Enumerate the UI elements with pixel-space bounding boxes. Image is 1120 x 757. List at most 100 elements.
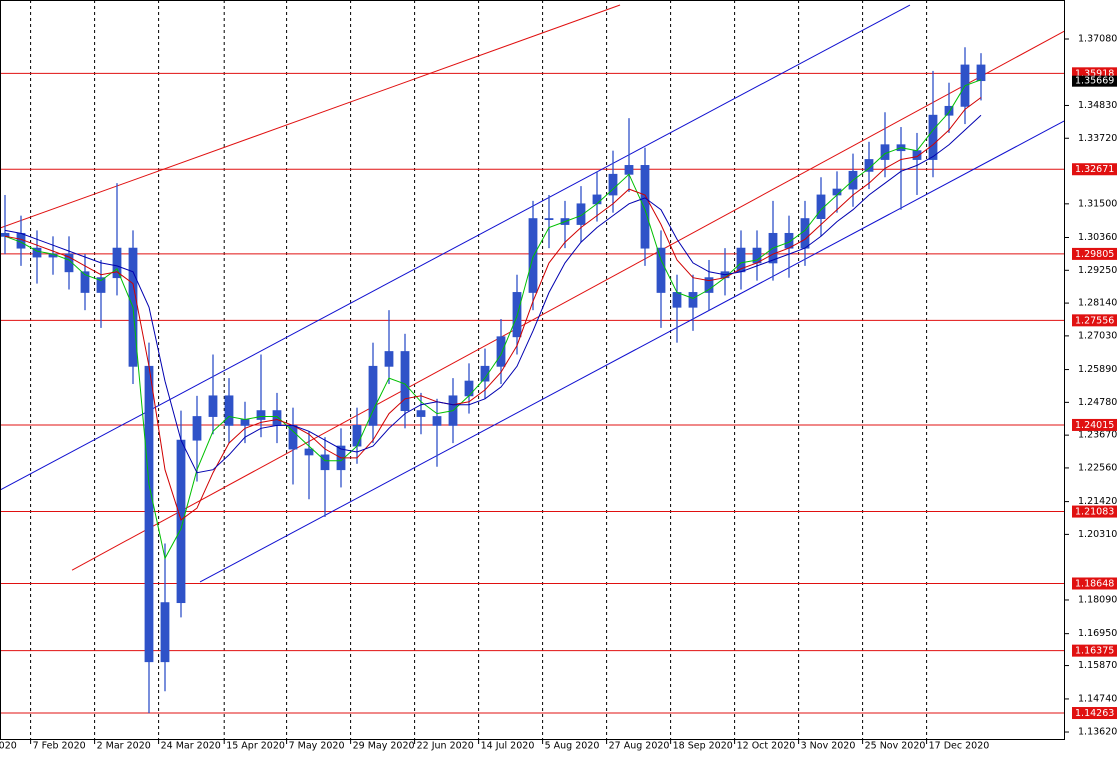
candle-body (704, 277, 714, 293)
candle-body (784, 232, 794, 249)
x-tick-label: 3 Nov 2020 (801, 741, 856, 752)
moving-average (4, 97, 982, 521)
candle-body (864, 159, 874, 172)
y-tick-label: 1.21420 (1078, 496, 1117, 507)
x-tick-label: 7 May 2020 (289, 741, 345, 752)
x-tick-label: 15 Apr 2020 (226, 741, 285, 752)
level-label: 1.16375 (1075, 646, 1114, 657)
candle-body (656, 247, 666, 293)
y-tick-label: 1.14740 (1078, 693, 1117, 704)
candle-body (400, 351, 410, 412)
moving-average (4, 79, 982, 560)
y-tick-label: 1.16950 (1078, 628, 1117, 639)
level-label-box (1072, 163, 1117, 176)
level-label: 1.14263 (1075, 708, 1114, 719)
level-label: 1.18648 (1075, 578, 1114, 589)
candle-body (432, 416, 442, 426)
y-tick-label: 1.24780 (1078, 397, 1117, 408)
y-tick-label: 1.30360 (1078, 232, 1117, 243)
y-tick-label: 1.18090 (1078, 594, 1117, 605)
level-label-box (1072, 314, 1117, 327)
x-tick-label: 17 Dec 2020 (929, 741, 990, 752)
x-tick-label: 22 Jun 2020 (417, 741, 474, 752)
x-tick-label: 7 Feb 2020 (33, 741, 86, 752)
trend-line (71, 30, 1065, 571)
candle-body (688, 292, 698, 308)
candle-body (928, 114, 938, 160)
plot-area (0, 0, 1065, 740)
candle-body (352, 424, 362, 447)
y-tick-label: 1.28140 (1078, 298, 1117, 309)
trend-line (0, 4, 621, 229)
candle-body (384, 351, 394, 367)
level-label-box (1072, 505, 1117, 518)
candle-body (0, 232, 10, 237)
candle-body (976, 64, 986, 82)
candle-body (176, 439, 186, 604)
y-tick-label: 1.23670 (1078, 430, 1117, 441)
current-price-box (1072, 75, 1117, 87)
candle-body (144, 365, 154, 663)
candle-body (256, 410, 266, 420)
level-label-box (1072, 644, 1117, 657)
level-label-box (1072, 418, 1117, 431)
candle-body (64, 253, 74, 273)
level-label: 1.29805 (1075, 249, 1114, 260)
x-tick-label: 5 Aug 2020 (545, 741, 600, 752)
candle-body (208, 395, 218, 417)
y-tick-label: 1.31500 (1078, 198, 1117, 209)
candle-body (272, 410, 282, 426)
candle-body (528, 218, 538, 293)
y-tick-label: 1.37080 (1078, 33, 1117, 44)
candle-body (320, 454, 330, 471)
candle-body (368, 365, 378, 426)
candle-body (304, 448, 314, 456)
x-tick-label: 29 May 2020 (353, 741, 415, 752)
candle-body (624, 165, 634, 175)
y-tick-label: 1.25890 (1078, 364, 1117, 375)
level-label: 1.35918 (1075, 68, 1114, 79)
candle-body (800, 218, 810, 249)
x-tick-label: 2020 (0, 741, 17, 752)
y-tick-label: 1.15870 (1078, 660, 1117, 671)
candle-body (224, 395, 234, 426)
candle-body (608, 173, 618, 196)
candle-body (192, 416, 202, 441)
y-tick-label: 1.22560 (1078, 462, 1117, 473)
candle-body (480, 365, 490, 382)
y-tick-label: 1.29250 (1078, 265, 1117, 276)
y-tick-label: 1.34830 (1078, 100, 1117, 111)
level-label: 1.27556 (1075, 315, 1114, 326)
candle-body (944, 105, 954, 116)
candle-body (112, 247, 122, 279)
candle-body (592, 194, 602, 205)
candle-body (544, 218, 554, 221)
level-label-box (1072, 247, 1117, 260)
x-tick-label: 25 Nov 2020 (865, 741, 926, 752)
moving-average (4, 114, 982, 474)
candle-body (80, 271, 90, 293)
level-label-box (1072, 577, 1117, 590)
y-tick-label: 1.13620 (1078, 727, 1117, 738)
axes (30, 38, 1069, 744)
candle-body (640, 165, 650, 249)
level-label-box (1072, 707, 1117, 720)
level-label: 1.32671 (1075, 164, 1114, 175)
x-tick-label: 2 Mar 2020 (97, 741, 151, 752)
level-label: 1.24015 (1075, 420, 1114, 431)
candle-body (816, 194, 826, 220)
y-tick-label: 1.27030 (1078, 330, 1117, 341)
y-tick-label: 1.33720 (1078, 133, 1117, 144)
candle-body (240, 419, 250, 426)
x-tick-label: 14 Jul 2020 (481, 741, 535, 752)
candle-body (96, 277, 106, 293)
candle-body (416, 410, 426, 417)
trend-line (199, 119, 1065, 583)
x-tick-label: 24 Mar 2020 (161, 741, 221, 752)
current-price-label: 1.35669 (1075, 76, 1114, 87)
y-tick-label: 1.20310 (1078, 529, 1117, 540)
candle-body (160, 602, 170, 663)
candle-body (576, 203, 586, 225)
x-tick-label: 18 Sep 2020 (673, 741, 733, 752)
